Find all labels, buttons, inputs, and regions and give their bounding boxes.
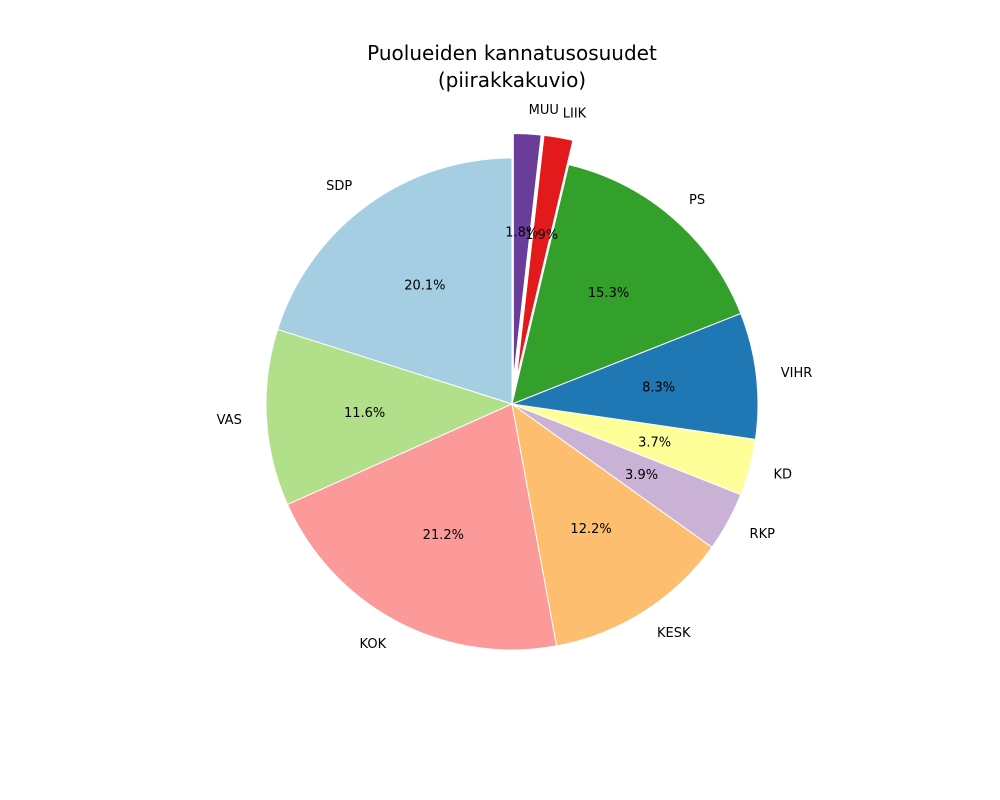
- slice-label-rkp: RKP: [750, 527, 776, 542]
- slice-label-liik: LIIK: [563, 107, 587, 122]
- pie-slice-kesk: [511, 402, 713, 647]
- slice-percent-muu: 1.8%: [505, 226, 538, 241]
- slice-label-kok: KOK: [360, 637, 387, 652]
- pie-slice-vas: [265, 328, 514, 506]
- slice-percent-ps: 15.3%: [588, 286, 629, 301]
- chart-title-line1: Puolueiden kannatusosuudet: [367, 41, 657, 65]
- pie-slice-vihr: [510, 312, 759, 440]
- pie-labels: SDP 20.1% VAS 11.6% KOK 21.2% KESK 12.2% RKP 3.9%…: [217, 103, 813, 652]
- chart-title-line2: (piirakkakuvio): [438, 68, 586, 92]
- slice-label-vas: VAS: [217, 413, 242, 428]
- slice-label-kesk: KESK: [657, 626, 691, 641]
- pie-slice-muu: [512, 132, 542, 380]
- slice-percent-vas: 11.6%: [344, 406, 385, 421]
- pie-slice-sdp: [276, 157, 513, 405]
- pie-slices: [265, 132, 759, 651]
- slice-label-sdp: SDP: [326, 179, 352, 194]
- pie-slice-kok: [286, 403, 558, 651]
- pie-slice-liik: [515, 134, 574, 380]
- slice-percent-kd: 3.7%: [638, 436, 671, 451]
- slice-percent-kok: 21.2%: [423, 528, 464, 543]
- slice-label-vihr: VIHR: [781, 366, 813, 381]
- slice-percent-liik: 1.9%: [525, 228, 558, 243]
- slice-label-muu: MUU: [529, 103, 559, 118]
- slice-label-ps: PS: [689, 193, 705, 208]
- slice-percent-rkp: 3.9%: [625, 468, 658, 483]
- slice-percent-sdp: 20.1%: [404, 278, 445, 293]
- slice-percent-vihr: 8.3%: [642, 380, 675, 395]
- slice-label-kd: KD: [773, 467, 792, 482]
- pie-slice-ps: [511, 164, 742, 405]
- slice-percent-kesk: 12.2%: [570, 522, 611, 537]
